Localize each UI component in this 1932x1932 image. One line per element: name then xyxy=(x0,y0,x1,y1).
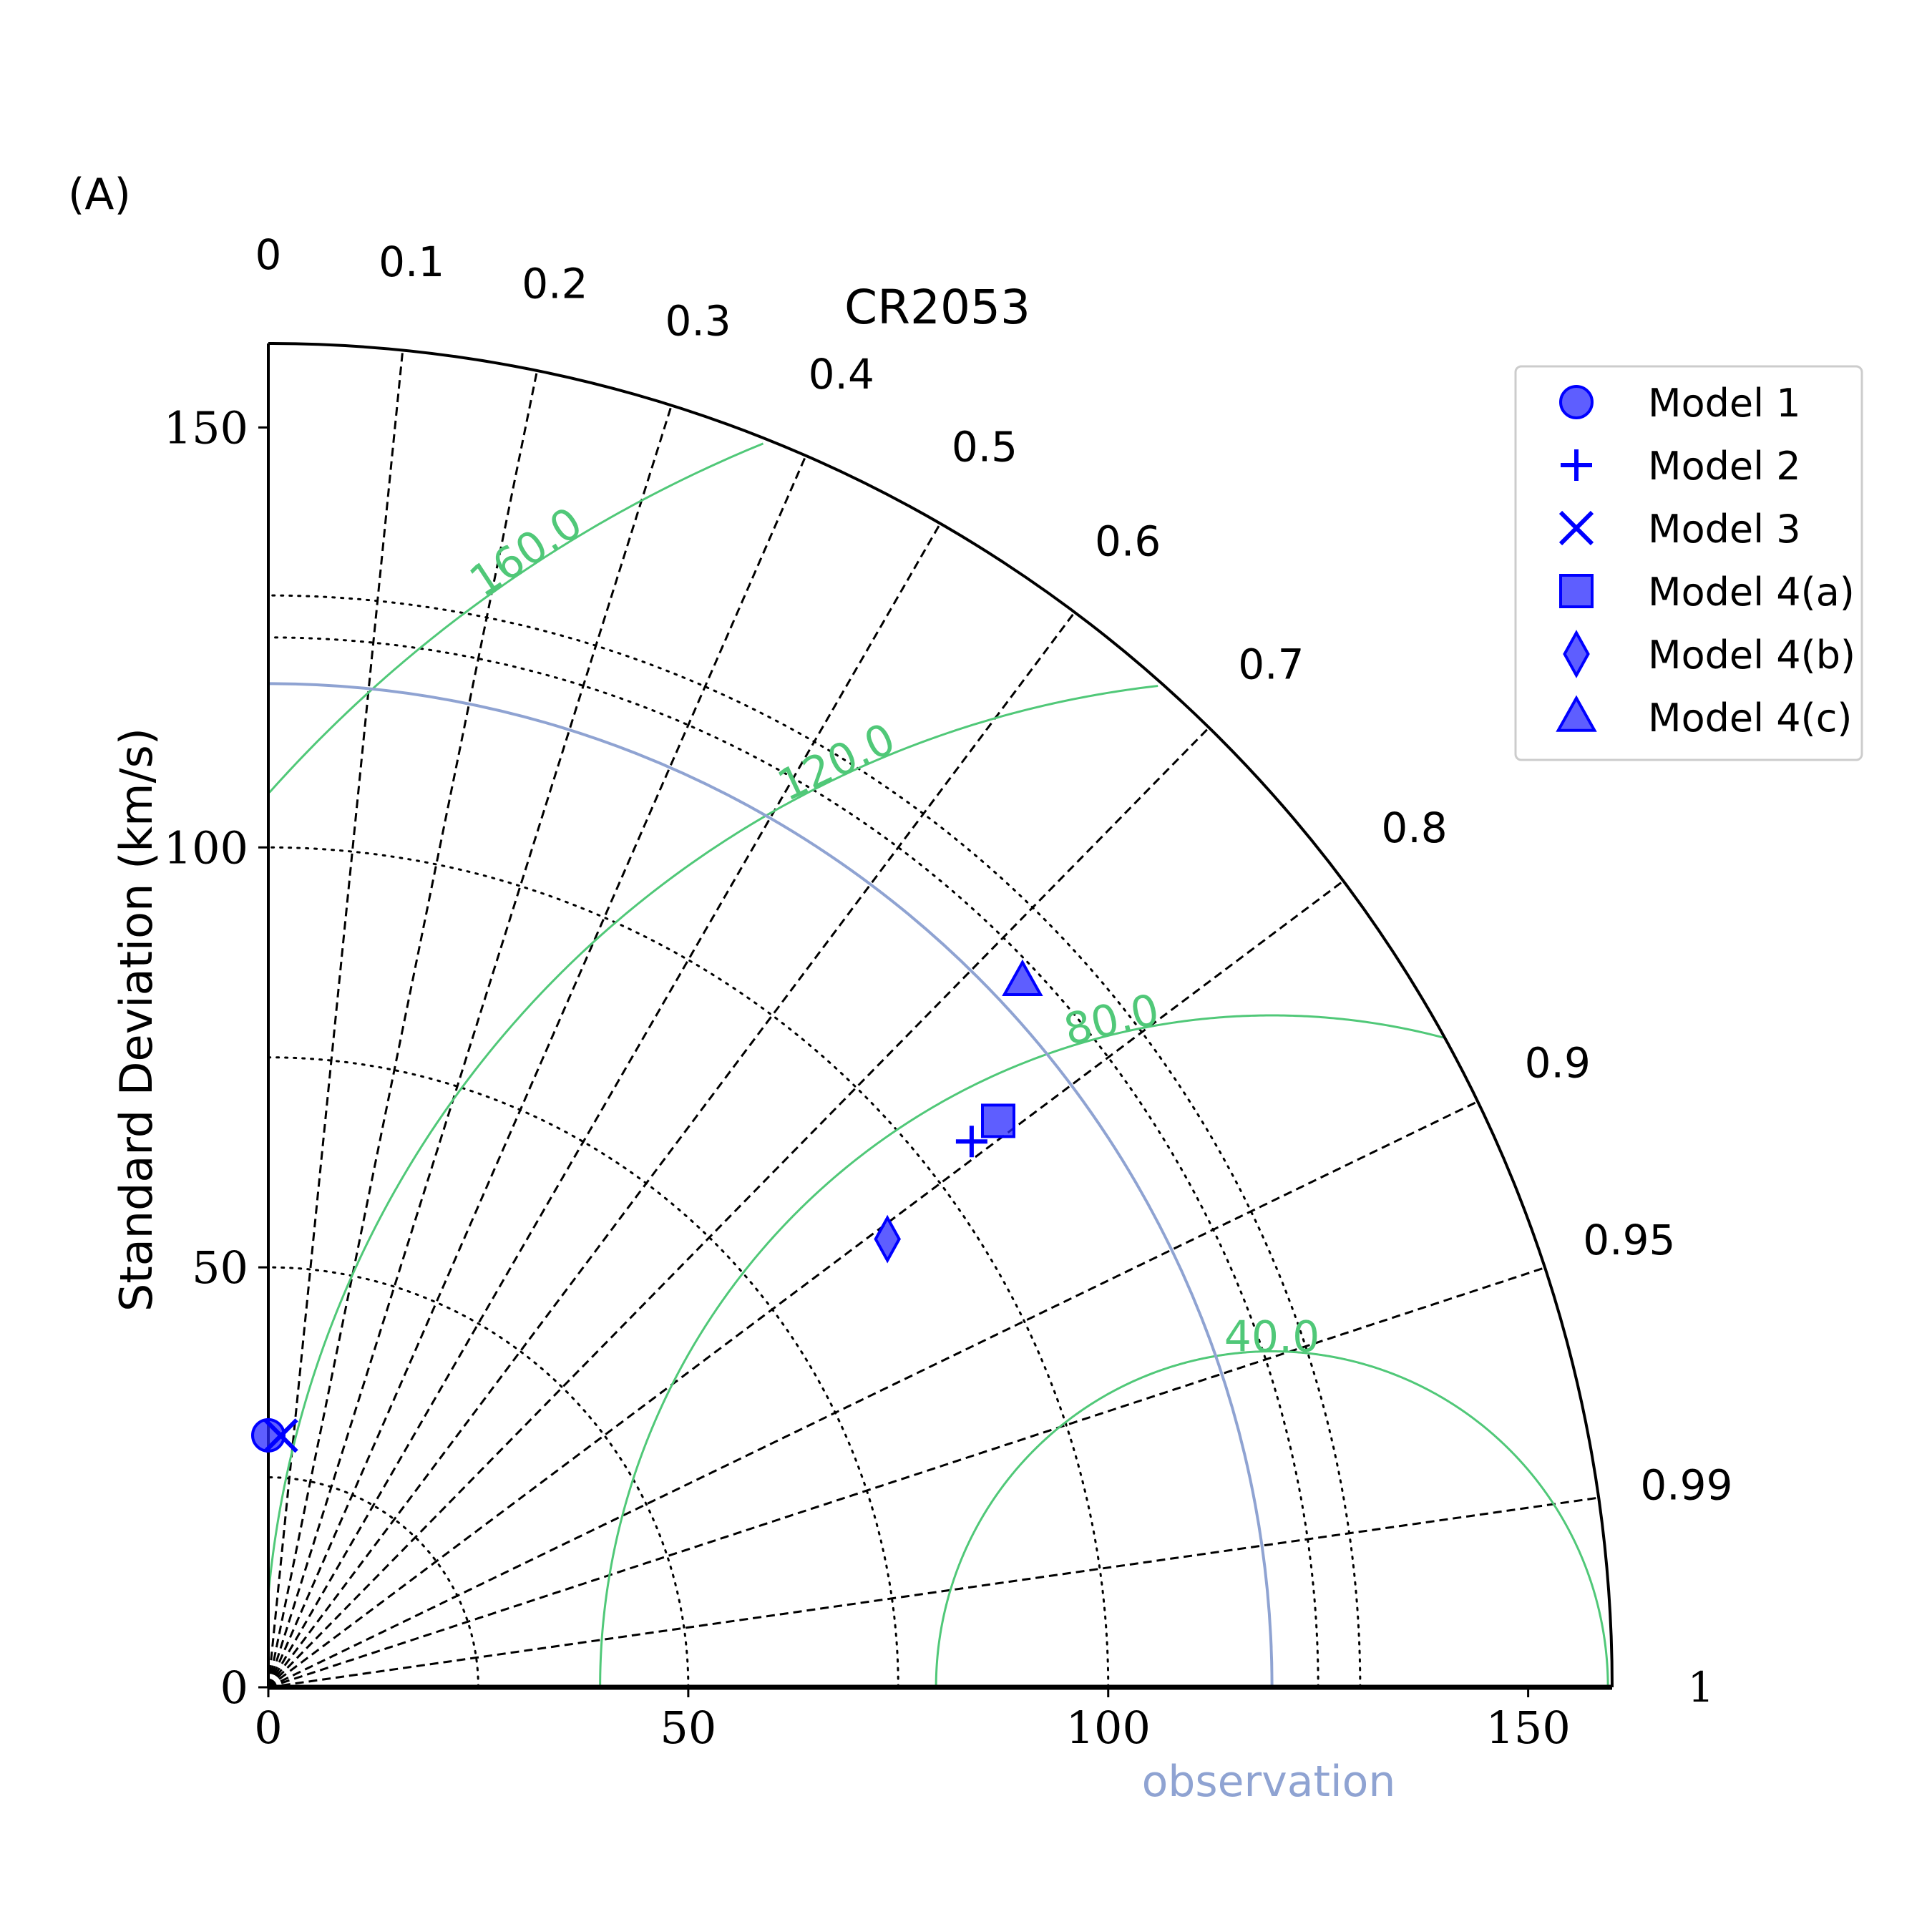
legend-entry: Model 4(c) xyxy=(1648,696,1852,741)
correlation-tick-label: 0.4 xyxy=(809,350,874,399)
y-tick-label: 0 xyxy=(220,1662,248,1714)
correlation-tick-label: 0.99 xyxy=(1640,1461,1732,1510)
correlation-tick-label: 0.8 xyxy=(1381,804,1447,852)
legend-entry: Model 4(a) xyxy=(1648,570,1855,615)
correlation-tick-label: 1 xyxy=(1687,1663,1714,1712)
legend-marker-2 xyxy=(1558,510,1594,546)
correlation-ray-9 xyxy=(268,1101,1478,1689)
legend-marker-3 xyxy=(1559,574,1594,608)
legend: Model 1 Model 2 Model 3 Model 4(a) Model 4(b… xyxy=(1514,365,1863,761)
x-tick-label: 150 xyxy=(1485,1702,1570,1754)
grid-layer: 0 0.1 0.2 0.3 0.4 0.5 0.6 0.7 0.8 0.9 0.95 0.99 1 xyxy=(255,230,1733,1712)
correlation-ray-2 xyxy=(267,370,539,1688)
correlation-tick-label: 0 xyxy=(255,230,282,279)
correlation-ray-1 xyxy=(267,350,404,1688)
text-layer: (A) CR2053 Standard Deviation (km/s) obs… xyxy=(68,170,1395,1807)
correlation-ray-7 xyxy=(267,726,1210,1689)
legend-marker-4 xyxy=(1563,630,1590,678)
correlation-ray-3 xyxy=(267,405,673,1688)
correlation-ray-4 xyxy=(267,455,807,1688)
y-tick-label: 50 xyxy=(192,1241,248,1294)
rms-contour-label: 160.0 xyxy=(461,497,591,607)
marker-model-2 xyxy=(955,1126,987,1158)
legend-marker-5 xyxy=(1556,695,1597,732)
observation-arc xyxy=(268,682,1274,1688)
legend-marker-0 xyxy=(1559,385,1594,419)
chart-title: CR2053 xyxy=(844,280,1030,335)
rms-contour-label: 40.0 xyxy=(1224,1312,1320,1362)
rms-contour-1 xyxy=(599,1014,1444,1688)
legend-entry: Model 3 xyxy=(1648,507,1801,552)
observation-label: observation xyxy=(1142,1757,1396,1807)
std-grid-arc-3 xyxy=(267,846,1110,1689)
panel-label: (A) xyxy=(68,170,131,220)
rms-contour-0 xyxy=(935,1350,1609,1688)
legend-marker-1 xyxy=(1561,449,1592,481)
model-markers xyxy=(251,959,1043,1453)
correlation-tick-label: 0.3 xyxy=(665,296,731,345)
correlation-tick-label: 0.95 xyxy=(1583,1216,1675,1264)
y-axis-label: Standard Deviation (km/s) xyxy=(110,728,162,1312)
rms-contour-label: 80.0 xyxy=(1059,985,1163,1055)
legend-box xyxy=(1514,365,1863,761)
std-grid-arc-1 xyxy=(267,1266,690,1689)
std-grid-arc-5 xyxy=(267,594,1362,1689)
x-tick-label: 50 xyxy=(660,1702,716,1754)
rms-contour-3 xyxy=(268,442,764,794)
correlation-ray-6 xyxy=(267,611,1076,1688)
marker-model-3 xyxy=(263,1418,298,1453)
x-tick-label: 0 xyxy=(254,1702,282,1754)
correlation-ray-10 xyxy=(268,1267,1546,1689)
correlation-tick-label: 0.9 xyxy=(1525,1038,1591,1087)
marker-model-4-b- xyxy=(874,1214,901,1264)
correlation-tick-label: 0.1 xyxy=(379,238,444,286)
y-tick-label: 150 xyxy=(164,401,248,454)
x-tick-label: 100 xyxy=(1066,1702,1151,1754)
correlation-tick-label: 0.6 xyxy=(1095,517,1161,565)
correlation-tick-label: 0.2 xyxy=(522,259,587,308)
correlation-tick-label: 0.5 xyxy=(952,422,1018,471)
legend-entry: Model 2 xyxy=(1648,444,1801,489)
outer-arc xyxy=(268,342,1614,1688)
axes-frame: 00 50 50 100 100 150 150 xyxy=(164,342,1614,1754)
std-grid-arc-4 xyxy=(267,636,1319,1689)
legend-entry: Model 4(b) xyxy=(1648,633,1855,678)
rms-contour-2 xyxy=(267,685,1158,1596)
marker-model-4-c- xyxy=(1002,959,1043,996)
marker-model-4-a- xyxy=(980,1103,1015,1138)
correlation-ray-5 xyxy=(267,522,942,1688)
correlation-ray-8 xyxy=(268,879,1345,1689)
std-grid-arc-0 xyxy=(267,1476,479,1689)
correlation-ray-11 xyxy=(268,1496,1599,1689)
y-tick-label: 100 xyxy=(164,821,248,874)
std-grid-arc-2 xyxy=(267,1056,899,1689)
correlation-tick-label: 0.7 xyxy=(1238,640,1304,688)
legend-entry: Model 1 xyxy=(1648,381,1801,426)
